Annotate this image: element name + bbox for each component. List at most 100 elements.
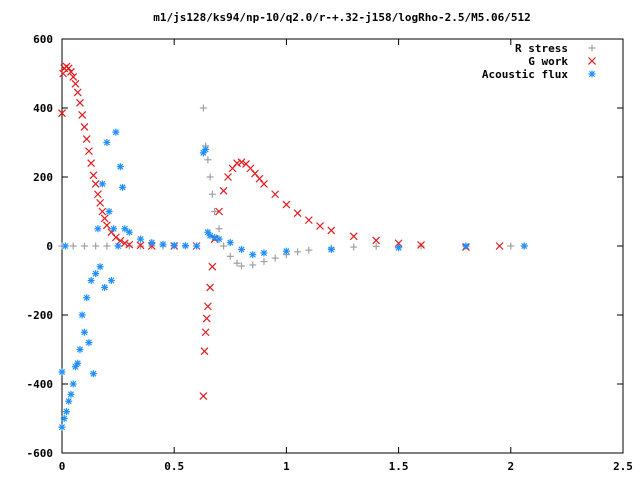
data-point xyxy=(260,258,268,266)
data-point xyxy=(58,423,66,431)
data-point xyxy=(80,123,89,131)
data-point xyxy=(238,262,246,270)
data-point xyxy=(199,392,208,400)
series-cross xyxy=(58,62,504,400)
data-point xyxy=(102,221,111,230)
legend-marker xyxy=(588,44,596,52)
data-point xyxy=(211,208,219,215)
data-point xyxy=(237,158,246,167)
data-point xyxy=(305,246,313,254)
data-point xyxy=(249,251,257,259)
data-point xyxy=(80,242,88,250)
data-point xyxy=(67,390,75,398)
data-point xyxy=(111,233,120,242)
data-point xyxy=(83,294,91,302)
legend-marker xyxy=(588,57,596,65)
data-point xyxy=(69,380,77,388)
data-point xyxy=(238,245,246,253)
series-star xyxy=(58,128,528,431)
series-layer xyxy=(58,62,528,431)
data-point xyxy=(417,241,425,249)
data-point xyxy=(203,302,212,311)
data-point xyxy=(85,339,93,347)
data-point xyxy=(62,408,70,416)
data-point xyxy=(181,242,189,250)
data-point xyxy=(69,242,77,250)
data-point xyxy=(170,241,178,249)
data-point xyxy=(74,359,82,367)
legend-label: G work xyxy=(528,55,568,68)
data-point xyxy=(520,242,528,250)
data-point xyxy=(260,249,268,257)
data-point xyxy=(206,283,215,292)
data-point xyxy=(101,283,109,291)
data-point xyxy=(233,159,241,168)
data-point xyxy=(395,244,403,252)
data-point xyxy=(372,242,380,250)
data-point xyxy=(116,163,124,171)
data-point xyxy=(80,328,88,336)
data-point xyxy=(208,190,216,198)
data-point xyxy=(105,208,113,215)
data-point xyxy=(495,242,504,250)
data-point xyxy=(121,225,129,233)
data-point xyxy=(249,261,257,269)
data-point xyxy=(82,135,91,143)
data-point xyxy=(112,128,120,136)
data-point xyxy=(282,247,290,255)
data-point xyxy=(93,190,102,199)
data-point xyxy=(76,346,84,353)
data-point xyxy=(119,183,127,191)
data-point xyxy=(294,248,302,256)
plot-frame xyxy=(61,38,624,454)
data-point xyxy=(208,262,217,271)
data-point xyxy=(417,242,425,250)
data-point xyxy=(58,109,66,118)
data-point xyxy=(96,198,105,207)
data-point xyxy=(200,347,209,356)
data-point xyxy=(92,242,100,250)
data-point xyxy=(316,222,324,230)
data-point xyxy=(202,314,211,323)
data-point xyxy=(219,186,228,195)
data-point xyxy=(462,242,470,250)
data-point xyxy=(136,241,145,250)
data-point xyxy=(327,245,335,253)
data-point xyxy=(215,225,223,233)
data-point xyxy=(193,242,201,250)
data-point xyxy=(304,216,313,225)
data-point xyxy=(87,277,95,284)
data-point xyxy=(92,270,100,278)
data-point xyxy=(98,180,106,188)
y-tick-label: 600 xyxy=(33,33,53,46)
data-point xyxy=(91,179,100,188)
data-point xyxy=(215,235,223,243)
data-point xyxy=(224,173,232,181)
data-point xyxy=(85,147,93,156)
legend-label: R stress xyxy=(515,42,568,55)
data-point xyxy=(282,200,291,209)
data-point xyxy=(78,110,87,119)
data-point xyxy=(202,145,210,153)
data-point xyxy=(206,173,214,181)
data-point xyxy=(58,368,66,376)
data-point xyxy=(125,240,134,249)
x-tick-label: 2.5 xyxy=(613,460,633,473)
data-point xyxy=(89,370,97,378)
y-tick-label: -400 xyxy=(27,378,54,391)
data-point xyxy=(199,104,207,112)
data-point xyxy=(98,207,107,216)
axes: 0 0.5 1 1.5 2 2.5 -600 -400 -200 0 200 400 600 xyxy=(27,33,633,473)
data-point xyxy=(96,263,104,271)
data-point xyxy=(215,207,224,216)
data-point xyxy=(69,73,78,81)
x-tick-label: 0.5 xyxy=(164,460,184,473)
chart-title: m1/js128/ks94/np-10/q2.0/r-+.32-j158/log… xyxy=(153,11,531,24)
data-point xyxy=(120,239,129,248)
data-point xyxy=(233,259,241,267)
data-point xyxy=(125,228,133,236)
data-point xyxy=(67,67,75,76)
data-point xyxy=(103,242,111,250)
y-tick-label: -200 xyxy=(27,309,54,322)
